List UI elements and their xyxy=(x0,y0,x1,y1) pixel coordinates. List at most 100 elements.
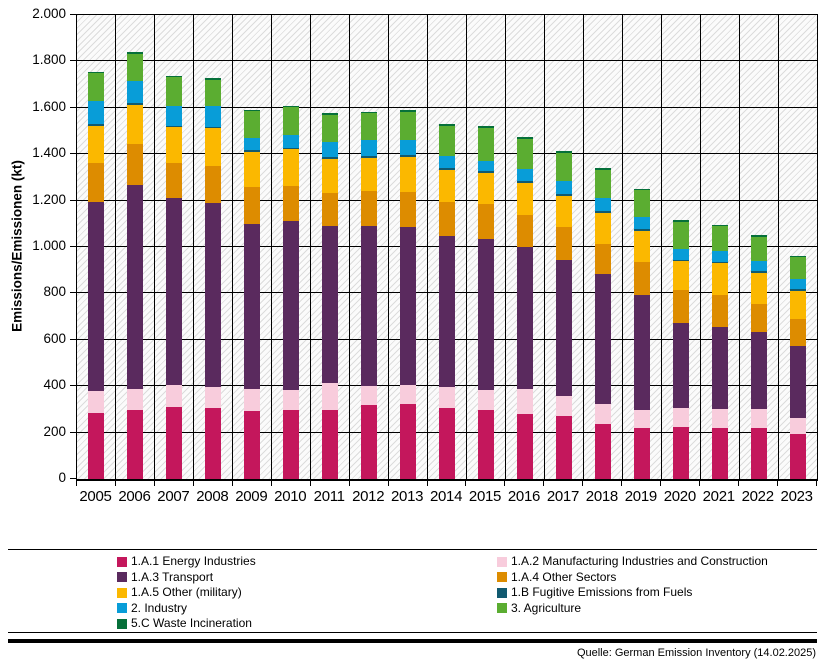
bar-columns xyxy=(77,15,817,479)
bar-column-2005 xyxy=(77,15,116,479)
bar-column-2013 xyxy=(389,15,428,479)
bar-column-2022 xyxy=(740,15,779,479)
bar-segment xyxy=(439,408,455,479)
bar-segment xyxy=(166,106,182,126)
x-tick-mark xyxy=(738,480,740,486)
source-text: Quelle: German Emission Inventory (14.02… xyxy=(576,646,816,659)
bar-segment xyxy=(556,180,572,195)
legend-label: 1.A.2 Manufacturing Industries and Const… xyxy=(511,554,768,568)
bar-column-2011 xyxy=(311,15,350,479)
x-tick-label-2014: 2014 xyxy=(429,488,463,505)
bar-segment xyxy=(439,202,455,237)
bar-segment xyxy=(595,168,611,170)
bar-column-2014 xyxy=(428,15,467,479)
stacked-bar-2017 xyxy=(556,151,572,479)
y-tick-mark xyxy=(70,478,76,479)
x-tick-label-2020: 2020 xyxy=(663,488,696,505)
stacked-bar-2021 xyxy=(712,224,728,479)
bar-segment xyxy=(712,326,728,409)
bar-segment xyxy=(790,255,806,258)
bar-segment xyxy=(751,272,767,304)
bar-segment xyxy=(361,156,377,158)
x-tick-mark xyxy=(153,480,155,486)
y-tick-label: 1.000 xyxy=(32,238,66,253)
y-tick-mark xyxy=(70,14,76,15)
bar-segment xyxy=(751,271,767,273)
bar-segment xyxy=(322,114,338,142)
bar-segment xyxy=(244,111,260,138)
bar-segment xyxy=(751,235,767,237)
bar-segment xyxy=(517,182,533,215)
legend-label: 1.A.3 Transport xyxy=(131,569,214,584)
bar-segment xyxy=(283,221,299,390)
bar-column-2017 xyxy=(545,15,584,479)
bar-segment xyxy=(400,404,416,479)
bar-segment xyxy=(478,126,494,128)
x-tick-mark xyxy=(504,480,506,486)
bar-column-2010 xyxy=(272,15,311,479)
x-tick-mark xyxy=(192,480,194,486)
bar-segment xyxy=(595,212,611,245)
bar-segment xyxy=(361,405,377,479)
legend-swatch xyxy=(497,603,507,613)
bar-segment xyxy=(361,386,377,406)
bar-segment xyxy=(205,126,221,129)
bar-segment xyxy=(400,385,416,405)
bar-segment xyxy=(127,80,143,104)
stacked-bar-2012 xyxy=(361,111,377,479)
bar-segment xyxy=(517,388,533,414)
bar-segment xyxy=(322,157,338,159)
bar-segment xyxy=(556,227,572,261)
bar-segment xyxy=(673,290,689,323)
legend-label: 1.A.4 Other Sectors xyxy=(511,569,617,584)
legend-item: 1.A.4 Other Sectors xyxy=(497,569,768,584)
bar-column-2020 xyxy=(662,15,701,479)
bar-segment xyxy=(127,388,143,411)
bar-segment xyxy=(673,322,689,408)
bar-segment xyxy=(283,105,299,108)
bar-segment xyxy=(322,158,338,193)
bar-segment xyxy=(205,408,221,479)
bar-segment xyxy=(283,185,299,222)
bar-segment xyxy=(166,162,182,199)
bar-segment xyxy=(88,124,104,126)
h-gridline xyxy=(77,106,817,108)
bar-segment xyxy=(361,226,377,387)
bar-segment xyxy=(166,125,182,128)
bar-segment xyxy=(751,408,767,429)
x-tick-mark xyxy=(543,480,545,486)
bar-segment xyxy=(244,137,260,151)
bar-segment xyxy=(322,382,338,411)
legend-label: 5.C Waste Incineration xyxy=(131,616,252,630)
bar-segment xyxy=(478,409,494,479)
legend-label: 2. Industry xyxy=(131,600,188,615)
bar-segment xyxy=(88,412,104,479)
legend-swatch xyxy=(117,618,127,629)
x-tick-label-2013: 2013 xyxy=(391,488,424,505)
x-axis-labels: 2005 2006 2007 2008 2009 2010 2011 2012 2013 2014… xyxy=(76,488,816,505)
bar-segment xyxy=(127,53,143,81)
y-tick-mark xyxy=(70,292,76,294)
bar-segment xyxy=(478,171,494,173)
bar-segment xyxy=(595,211,611,213)
bar-segment xyxy=(361,190,377,227)
legend-swatch xyxy=(117,556,127,567)
bar-segment xyxy=(634,294,650,410)
legend-swatch xyxy=(117,603,127,613)
legend-item: 1.A.3 Transport xyxy=(117,569,256,584)
bar-segment xyxy=(478,389,494,410)
legend-column-left: 1.A.1 Energy Industries 1.A.3 Transport 1.… xyxy=(117,555,256,630)
x-tick-label-2017: 2017 xyxy=(546,488,579,505)
bar-segment xyxy=(88,71,104,74)
bar-segment xyxy=(790,279,806,289)
bar-segment xyxy=(634,230,650,263)
x-tick-label-2016: 2016 xyxy=(507,488,541,505)
bar-segment xyxy=(244,388,260,412)
bar-segment xyxy=(712,295,728,327)
bar-segment xyxy=(400,110,416,112)
bar-segment xyxy=(712,261,728,264)
x-tick-mark xyxy=(426,480,428,486)
bar-segment xyxy=(712,226,728,251)
stacked-bar-2005 xyxy=(88,71,104,479)
bar-segment xyxy=(439,124,455,126)
